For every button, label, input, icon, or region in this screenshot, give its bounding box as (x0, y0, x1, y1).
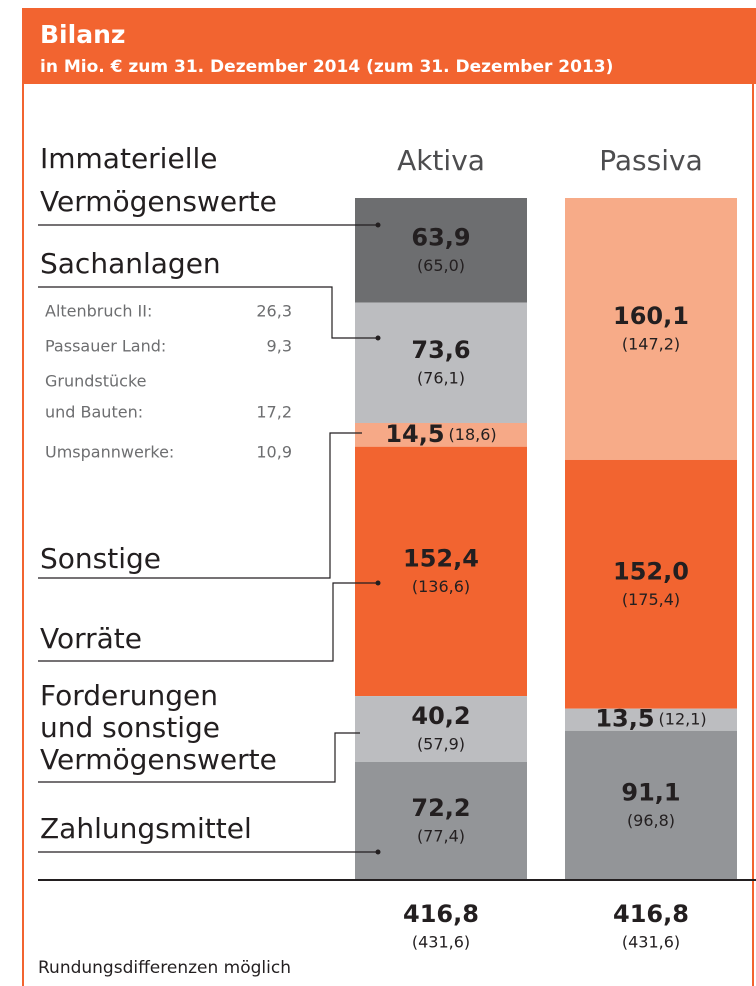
prior-label: (57,9) (417, 734, 465, 753)
details: Altenbruch II: 26,3 Passauer Land: 9,3 Grund… (45, 302, 292, 462)
label: Forderungen (40, 679, 218, 712)
prior-label: (147,2) (622, 334, 680, 353)
prior-label: (96,8) (627, 811, 675, 830)
segment (355, 696, 527, 762)
detail-label: Umspannwerke: (45, 443, 174, 462)
header-band (22, 8, 756, 84)
label: und sonstige (40, 711, 220, 744)
label: Vermögenswerte (40, 185, 277, 218)
value-label: 91,1 (621, 778, 680, 806)
segment (355, 446, 527, 697)
total-prior-label: (431,6) (412, 933, 470, 952)
detail-label: Passauer Land: (45, 337, 166, 356)
chart-subtitle: in Mio. € zum 31. Dezember 2014 (zum 31.… (40, 57, 613, 77)
prior-label: (76,1) (417, 368, 465, 387)
total-prior-label: (431,6) (622, 933, 680, 952)
segment-label: 13,5 (12,1) (595, 705, 706, 733)
leader-lines (38, 222, 381, 855)
segment (565, 730, 737, 880)
segment (565, 708, 737, 731)
value-label: 13,5 (595, 705, 654, 733)
detail-value: 10,9 (256, 443, 292, 462)
leader-line (38, 582, 378, 662)
label: Vorräte (40, 622, 142, 655)
prior-label: (12,1) (659, 709, 707, 728)
label: Immaterielle (40, 142, 217, 175)
segment-label: 14,5 (18,6) (385, 420, 496, 448)
value-label: 152,4 (403, 544, 479, 572)
detail-value: 9,3 (267, 337, 292, 356)
prior-label: (77,4) (417, 826, 465, 845)
leader-dot (375, 222, 381, 228)
leader-dot (375, 849, 381, 855)
segment (355, 198, 527, 303)
label: Sachanlagen (40, 247, 221, 280)
prior-label: (136,6) (412, 577, 470, 596)
value-label: 40,2 (411, 702, 470, 730)
leader-line (38, 286, 378, 339)
label: Zahlungsmittel (40, 812, 252, 845)
value-label: 63,9 (411, 223, 470, 251)
detail-label: Altenbruch II: (45, 302, 152, 321)
segment (355, 302, 527, 423)
value-label: 72,2 (411, 794, 470, 822)
chart-title: Bilanz (40, 20, 125, 49)
detail-value: 26,3 (256, 302, 292, 321)
segment (565, 198, 737, 460)
leader-dot (375, 580, 381, 586)
column-header: Aktiva (397, 144, 485, 177)
bars: 63,9 (65,0) 73,6 (76,1) 14,5 (18,6) 152,4 (136,… (355, 198, 737, 952)
total-label: 416,8 (613, 900, 689, 928)
value-label: 152,0 (613, 557, 689, 585)
segment (355, 422, 527, 447)
label: Vermögenswerte (40, 743, 277, 776)
leader-dot (375, 335, 381, 341)
detail-label: Grundstücke (45, 372, 147, 391)
value-label: 73,6 (411, 336, 470, 364)
segment (355, 761, 527, 880)
prior-label: (65,0) (417, 256, 465, 275)
total-label: 416,8 (403, 900, 479, 928)
column-header: Passiva (599, 144, 702, 177)
prior-label: (18,6) (449, 424, 497, 443)
footnote: Rundungsdifferenzen möglich (38, 958, 291, 978)
detail-value: 17,2 (256, 403, 292, 422)
detail-label: und Bauten: (45, 403, 143, 422)
value-label: 160,1 (613, 302, 689, 330)
leader-line (38, 432, 362, 579)
segment (565, 459, 737, 709)
label: Sonstige (40, 542, 161, 575)
prior-label: (175,4) (622, 590, 680, 609)
value-label: 14,5 (385, 420, 444, 448)
leader-line (38, 732, 360, 783)
